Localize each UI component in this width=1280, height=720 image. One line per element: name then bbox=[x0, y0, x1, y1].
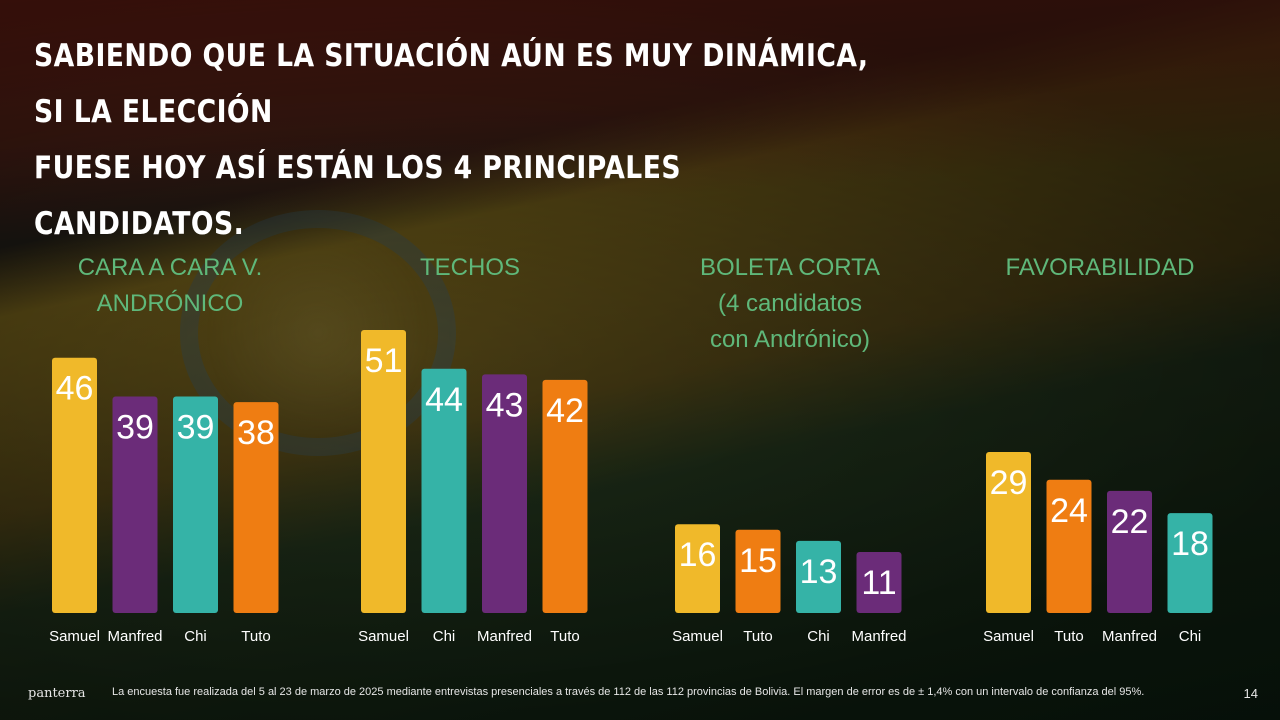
category-label: Samuel bbox=[983, 628, 1034, 645]
methodology-note: La encuesta fue realizada del 5 al 23 de… bbox=[112, 686, 1145, 698]
bar-1-samuel bbox=[361, 329, 406, 613]
page-title: Sabiendo que la situación aún es muy din… bbox=[34, 38, 869, 242]
bar-value-label: 16 bbox=[679, 536, 717, 574]
bar-value-label: 18 bbox=[1171, 525, 1209, 563]
bar-1-tuto bbox=[542, 379, 588, 613]
category-label: Manfred bbox=[1102, 628, 1157, 645]
bar-value-label: 44 bbox=[425, 381, 463, 419]
bar-value-label: 22 bbox=[1111, 503, 1149, 541]
category-label: Samuel bbox=[358, 628, 409, 645]
category-label: Chi bbox=[807, 628, 830, 645]
bar-0-samuel bbox=[52, 357, 97, 613]
bar-3-samuel bbox=[986, 452, 1031, 613]
bar-3-chi bbox=[1167, 513, 1213, 613]
page-number: 14 bbox=[1243, 686, 1258, 701]
category-label: Manfred bbox=[107, 628, 162, 645]
bar-2-samuel bbox=[675, 524, 720, 613]
bar-value-label: 24 bbox=[1050, 492, 1088, 530]
category-label: Tuto bbox=[241, 628, 270, 645]
bar-1-manfred bbox=[482, 374, 527, 613]
chart-title-favorabilidad: FAVORABILIDAD bbox=[1005, 254, 1195, 281]
bar-value-label: 15 bbox=[739, 542, 777, 580]
chart-title-cara-a-cara: CARA A CARA V. ANDRÓNICO bbox=[77, 254, 263, 317]
bar-3-manfred bbox=[1107, 490, 1152, 613]
bar-value-label: 43 bbox=[486, 386, 524, 424]
category-label: Chi bbox=[1179, 628, 1202, 645]
bar-2-manfred bbox=[856, 551, 902, 613]
bar-value-label: 38 bbox=[237, 414, 275, 452]
category-label: Tuto bbox=[1054, 628, 1083, 645]
bar-value-label: 13 bbox=[800, 553, 838, 591]
bar-3-tuto bbox=[1046, 479, 1092, 613]
bar-value-label: 11 bbox=[861, 564, 896, 602]
bar-value-label: 39 bbox=[177, 409, 215, 447]
category-label: Samuel bbox=[672, 628, 723, 645]
bar-0-tuto bbox=[233, 402, 279, 613]
bar-2-chi bbox=[796, 540, 841, 613]
category-label: Manfred bbox=[477, 628, 532, 645]
bar-value-label: 46 bbox=[56, 370, 94, 408]
chart-title-techos: TECHOS bbox=[419, 254, 520, 281]
category-label: Tuto bbox=[743, 628, 772, 645]
category-label: Tuto bbox=[550, 628, 579, 645]
bar-value-label: 39 bbox=[116, 409, 154, 447]
bar-1-chi bbox=[421, 368, 467, 613]
bar-0-manfred bbox=[112, 396, 158, 613]
chart-title-boleta-corta: BOLETA CORTA (4 candidatos con Andrónico… bbox=[699, 254, 881, 353]
bar-0-chi bbox=[173, 396, 218, 613]
bar-value-label: 29 bbox=[990, 464, 1028, 502]
bar-value-label: 51 bbox=[365, 342, 403, 380]
category-label: Chi bbox=[433, 628, 456, 645]
brand-logo: panterra bbox=[28, 686, 86, 701]
bar-value-label: 42 bbox=[546, 392, 584, 430]
bar-2-tuto bbox=[735, 529, 781, 613]
category-label: Samuel bbox=[49, 628, 100, 645]
category-label: Chi bbox=[184, 628, 207, 645]
category-label: Manfred bbox=[851, 628, 906, 645]
